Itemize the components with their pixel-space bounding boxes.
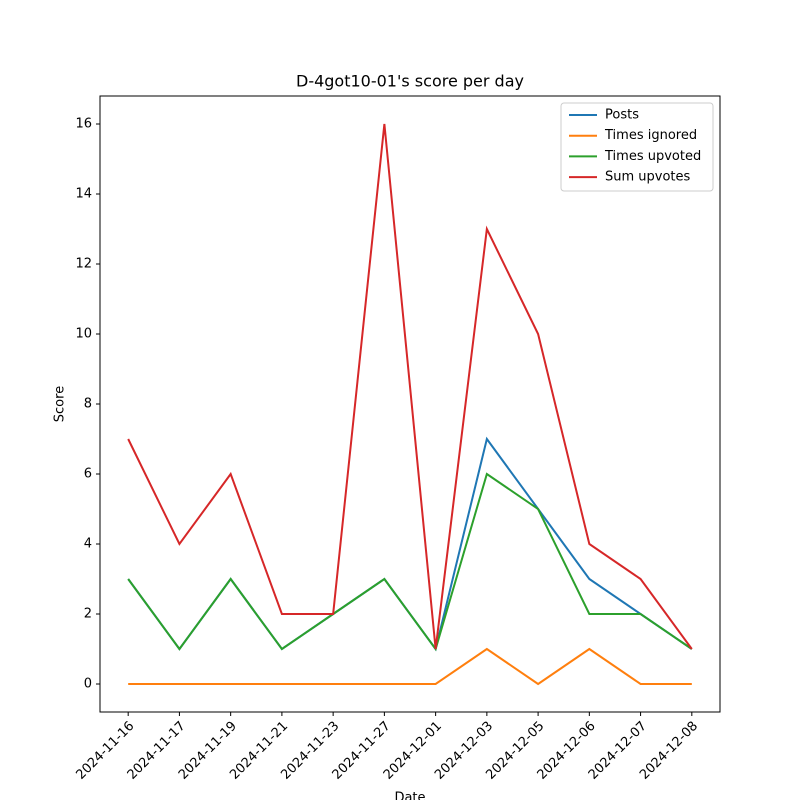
y-axis-label: Score bbox=[53, 386, 68, 422]
y-tick-label: 4 bbox=[84, 537, 92, 552]
legend-label: Sum upvotes bbox=[605, 170, 691, 185]
chart-title: D-4got10-01's score per day bbox=[296, 72, 524, 91]
legend-label: Times ignored bbox=[604, 128, 697, 143]
y-tick-label: 12 bbox=[75, 257, 92, 272]
series-line bbox=[127, 436, 693, 652]
y-tick-label: 8 bbox=[84, 397, 92, 412]
series-line bbox=[127, 472, 693, 652]
x-axis-label: Date bbox=[394, 791, 425, 800]
y-tick-label: 10 bbox=[75, 327, 92, 342]
y-tick-label: 0 bbox=[84, 677, 92, 692]
y-tick-label: 14 bbox=[75, 187, 92, 202]
y-tick-label: 6 bbox=[84, 467, 92, 482]
y-tick-label: 2 bbox=[84, 607, 92, 622]
legend-label: Times upvoted bbox=[604, 149, 701, 164]
legend-label: Posts bbox=[605, 108, 639, 123]
y-tick-label: 16 bbox=[75, 117, 92, 132]
series-line bbox=[128, 647, 692, 686]
legend-box bbox=[560, 102, 714, 192]
series-line bbox=[127, 123, 693, 650]
